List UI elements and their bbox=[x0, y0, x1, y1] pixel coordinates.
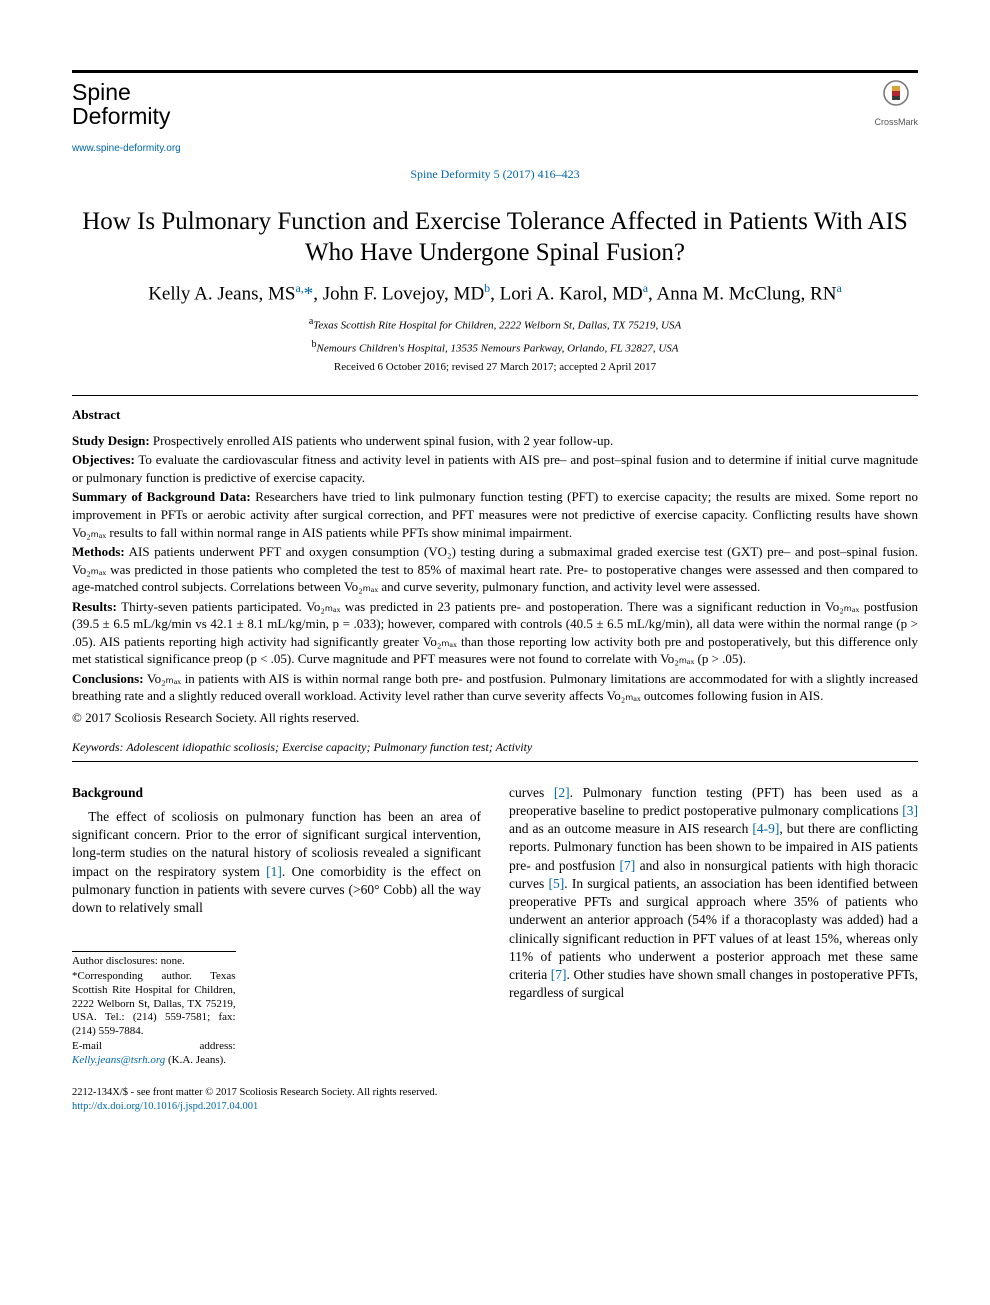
column-left: Background The effect of scoliosis on pu… bbox=[72, 784, 481, 1069]
rule-bottom bbox=[72, 761, 918, 762]
footnote-disclosure: Author disclosures: none. bbox=[72, 955, 236, 969]
journal-logo-block: Spine Deformity www.spine-deformity.org bbox=[72, 80, 181, 156]
crossmark-badge[interactable]: CrossMark bbox=[874, 80, 918, 128]
footnote-email-suffix: (K.A. Jeans). bbox=[165, 1054, 226, 1066]
col2-paragraph: curves [2]. Pulmonary function testing (… bbox=[509, 784, 918, 1003]
abs-text-5: Vo₂ₘₐₓ in patients with AIS is within no… bbox=[72, 671, 918, 704]
footnote-corresponding: *Corresponding author. Texas Scottish Ri… bbox=[72, 970, 236, 1039]
abs-text-0: Prospectively enrolled AIS patients who … bbox=[150, 433, 614, 448]
footnote-email-label: E-mail address: bbox=[72, 1040, 236, 1052]
abs-label-5: Conclusions: bbox=[72, 671, 144, 686]
abs-text-1: To evaluate the cardiovascular fitness a… bbox=[72, 452, 918, 485]
article-title: How Is Pulmonary Function and Exercise T… bbox=[72, 206, 918, 269]
body-columns: Background The effect of scoliosis on pu… bbox=[72, 784, 918, 1069]
affil-text-a: Texas Scottish Rite Hospital for Childre… bbox=[313, 320, 681, 332]
abstract-body: Study Design: Prospectively enrolled AIS… bbox=[72, 432, 918, 727]
footer-doi-link[interactable]: http://dx.doi.org/10.1016/j.jspd.2017.04… bbox=[72, 1101, 258, 1112]
footnote-email-link[interactable]: Kelly.jeans@tsrh.org bbox=[72, 1054, 165, 1066]
footer-copyright: 2212-134X/$ - see front matter © 2017 Sc… bbox=[72, 1086, 437, 1100]
abs-text-3: AIS patients underwent PFT and oxygen co… bbox=[72, 544, 918, 594]
footnotes-block: Author disclosures: none. *Corresponding… bbox=[72, 951, 236, 1067]
page-footer: 2212-134X/$ - see front matter © 2017 Sc… bbox=[72, 1086, 918, 1114]
header-bar: Spine Deformity www.spine-deformity.org … bbox=[72, 70, 918, 156]
crossmark-label: CrossMark bbox=[874, 117, 918, 127]
affiliations-block: aTexas Scottish Rite Hospital for Childr… bbox=[72, 315, 918, 356]
keywords-line: Keywords: Adolescent idiopathic scoliosi… bbox=[72, 739, 918, 755]
abs-label-3: Methods: bbox=[72, 544, 125, 559]
keywords-text: Adolescent idiopathic scoliosis; Exercis… bbox=[124, 740, 533, 754]
col1-paragraph: The effect of scoliosis on pulmonary fun… bbox=[72, 808, 481, 917]
abs-label-4: Results: bbox=[72, 599, 117, 614]
abs-label-2: Summary of Background Data: bbox=[72, 489, 251, 504]
column-right: curves [2]. Pulmonary function testing (… bbox=[509, 784, 918, 1069]
copyright-line: © 2017 Scoliosis Research Society. All r… bbox=[72, 709, 918, 727]
journal-name-line2: Deformity bbox=[72, 104, 181, 128]
author-list: Kelly A. Jeans, MSa,*, John F. Lovejoy, … bbox=[72, 280, 918, 307]
affil-text-b: Nemours Children's Hospital, 13535 Nemou… bbox=[316, 343, 678, 355]
abs-label-1: Objectives: bbox=[72, 452, 135, 467]
article-dates: Received 6 October 2016; revised 27 Marc… bbox=[72, 360, 918, 375]
citation-line[interactable]: Spine Deformity 5 (2017) 416–423 bbox=[72, 166, 918, 182]
background-heading: Background bbox=[72, 784, 481, 802]
journal-url-link[interactable]: www.spine-deformity.org bbox=[72, 142, 181, 156]
journal-name-line1: Spine bbox=[72, 80, 181, 104]
abstract-heading: Abstract bbox=[72, 406, 918, 424]
abs-label-0: Study Design: bbox=[72, 433, 150, 448]
crossmark-icon bbox=[882, 80, 910, 114]
keywords-label: Keywords: bbox=[72, 740, 124, 754]
rule-top bbox=[72, 395, 918, 396]
abs-text-4: Thirty-seven patients participated. Vo₂ₘ… bbox=[72, 599, 918, 667]
